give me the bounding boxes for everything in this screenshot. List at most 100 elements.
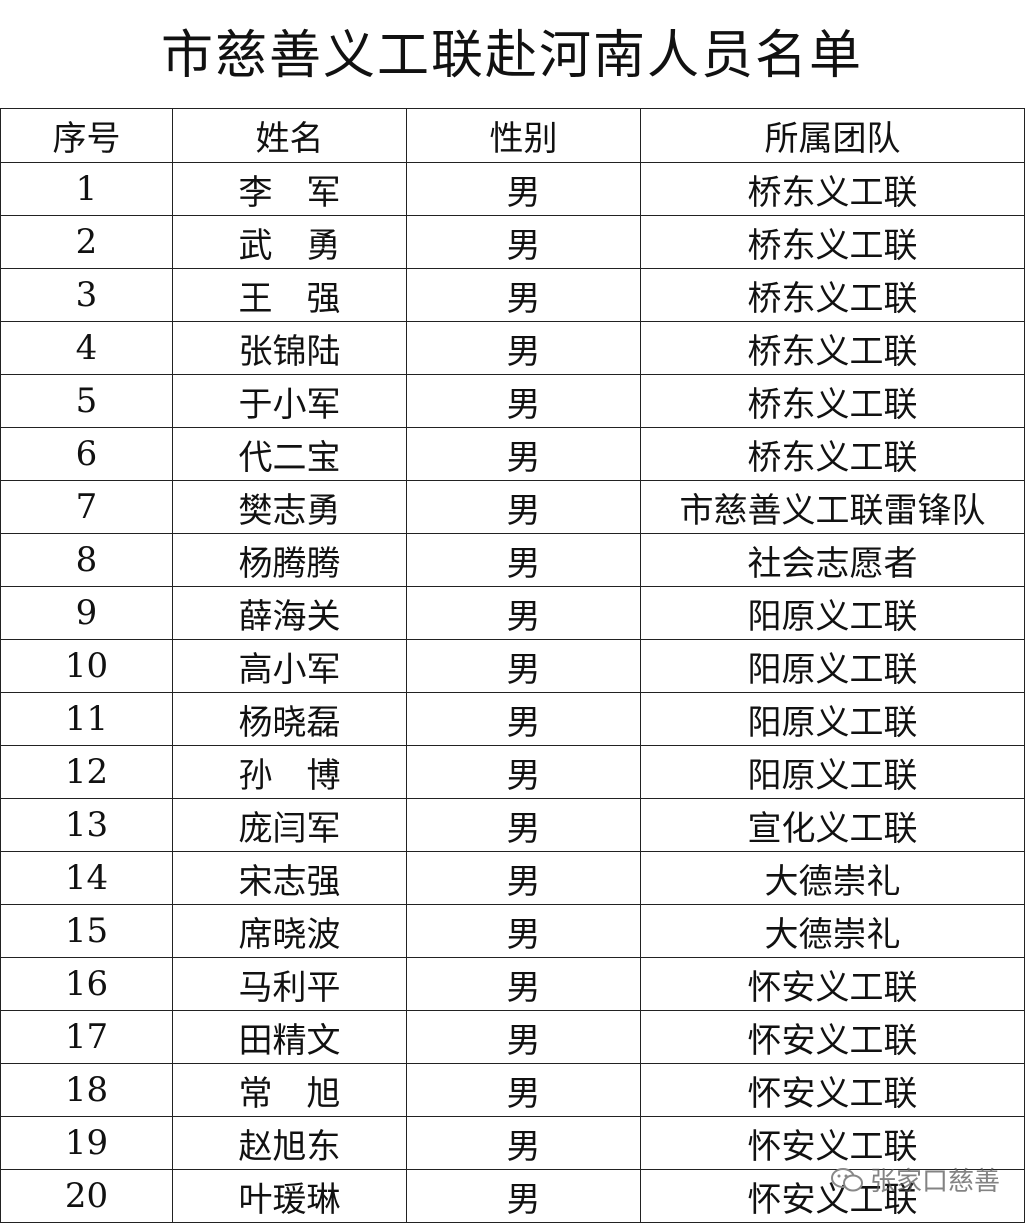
table-cell: 代二宝 (172, 427, 407, 481)
table-cell: 12 (0, 745, 173, 799)
table-cell: 6 (0, 427, 173, 481)
table-cell: 李 军 (172, 162, 407, 216)
table-cell: 男 (406, 639, 641, 693)
table-cell: 庞闫军 (172, 798, 407, 852)
table-cell: 8 (0, 533, 173, 587)
table-cell: 男 (406, 851, 641, 905)
table-cell: 常 旭 (172, 1063, 407, 1117)
table-cell: 13 (0, 798, 173, 852)
table-cell: 孙 博 (172, 745, 407, 799)
table-cell: 怀安义工联 (640, 1010, 1025, 1064)
table-row: 12 孙 博男阳原义工联 (0, 745, 1025, 799)
table-cell: 18 (0, 1063, 173, 1117)
table-cell: 男 (406, 1169, 641, 1223)
table-cell: 杨晓磊 (172, 692, 407, 746)
table-cell: 宣化义工联 (640, 798, 1025, 852)
table-cell: 怀安义工联 (640, 957, 1025, 1011)
table-row: 16 马利平男怀安义工联 (0, 957, 1025, 1011)
column-header: 所属团队 (640, 108, 1025, 163)
table-cell: 男 (406, 480, 641, 534)
table-cell: 男 (406, 692, 641, 746)
table-cell: 男 (406, 427, 641, 481)
table-cell: 3 (0, 268, 173, 322)
table-cell: 桥东义工联 (640, 215, 1025, 269)
table-cell: 男 (406, 1010, 641, 1064)
table-cell: 9 (0, 586, 173, 640)
table-cell: 男 (406, 745, 641, 799)
table-cell: 阳原义工联 (640, 745, 1025, 799)
table-cell: 高小军 (172, 639, 407, 693)
table-cell: 20 (0, 1169, 173, 1223)
table-cell: 杨腾腾 (172, 533, 407, 587)
table-cell: 10 (0, 639, 173, 693)
table-cell: 7 (0, 480, 173, 534)
watermark: 张家口慈善 (830, 1161, 1000, 1198)
table-cell: 樊志勇 (172, 480, 407, 534)
table-cell: 薛海关 (172, 586, 407, 640)
table-cell: 武 勇 (172, 215, 407, 269)
table-cell: 男 (406, 1063, 641, 1117)
table-cell: 于小军 (172, 374, 407, 428)
table-cell: 桥东义工联 (640, 427, 1025, 481)
table-cell: 市慈善义工联雷锋队 (640, 480, 1025, 534)
table-cell: 怀安义工联 (640, 1063, 1025, 1117)
table-cell: 桥东义工联 (640, 268, 1025, 322)
title: 市慈善义工联赴河南人员名单 (160, 26, 863, 86)
table-row: 4 张锦陆男桥东义工联 (0, 321, 1025, 375)
table-cell: 15 (0, 904, 173, 958)
table-cell: 桥东义工联 (640, 321, 1025, 375)
table-cell: 14 (0, 851, 173, 905)
table-cell: 社会志愿者 (640, 533, 1025, 587)
header-row: 序号 姓名 性别 所属团队 (0, 108, 1025, 163)
table-row: 10 高小军男阳原义工联 (0, 639, 1025, 693)
table-row: 15 席晓波男大德崇礼 (0, 904, 1025, 958)
table-row: 14 宋志强男大德崇礼 (0, 851, 1025, 905)
table-row: 8 杨腾腾男社会志愿者 (0, 533, 1025, 587)
table-cell: 男 (406, 374, 641, 428)
table-cell: 4 (0, 321, 173, 375)
table-cell: 男 (406, 957, 641, 1011)
table-row: 13 庞闫军男宣化义工联 (0, 798, 1025, 852)
table-cell: 大德崇礼 (640, 851, 1025, 905)
table-cell: 1 (0, 162, 173, 216)
table-cell: 阳原义工联 (640, 639, 1025, 693)
table-cell: 桥东义工联 (640, 162, 1025, 216)
table-cell: 男 (406, 904, 641, 958)
table-cell: 席晓波 (172, 904, 407, 958)
table-cell: 19 (0, 1116, 173, 1170)
table-cell: 桥东义工联 (640, 374, 1025, 428)
table-cell: 大德崇礼 (640, 904, 1025, 958)
watermark-text: 张家口慈善 (869, 1167, 1000, 1197)
table-cell: 男 (406, 268, 641, 322)
table-cell: 赵旭东 (172, 1116, 407, 1170)
table-cell: 男 (406, 162, 641, 216)
table-row: 18 常 旭男怀安义工联 (0, 1063, 1025, 1117)
table-cell: 男 (406, 798, 641, 852)
table-cell: 17 (0, 1010, 173, 1064)
table-cell: 男 (406, 586, 641, 640)
table-cell: 2 (0, 215, 173, 269)
table-cell: 男 (406, 215, 641, 269)
table-cell: 16 (0, 957, 173, 1011)
table-cell: 男 (406, 321, 641, 375)
table-row: 9 薛海关男阳原义工联 (0, 586, 1025, 640)
table-cell: 叶瑗琳 (172, 1169, 407, 1223)
table-row: 5 于小军男桥东义工联 (0, 374, 1025, 428)
table-cell: 张锦陆 (172, 321, 407, 375)
table-cell: 男 (406, 533, 641, 587)
table-cell: 男 (406, 1116, 641, 1170)
table-cell: 马利平 (172, 957, 407, 1011)
column-header: 性别 (406, 108, 641, 163)
table-cell: 阳原义工联 (640, 692, 1025, 746)
table-cell: 田精文 (172, 1010, 407, 1064)
table-row: 6 代二宝男桥东义工联 (0, 427, 1025, 481)
table-cell: 王 强 (172, 268, 407, 322)
table-cell: 阳原义工联 (640, 586, 1025, 640)
table-row: 11 杨晓磊男阳原义工联 (0, 692, 1025, 746)
table-row: 7 樊志勇男市慈善义工联雷锋队 (0, 480, 1025, 534)
